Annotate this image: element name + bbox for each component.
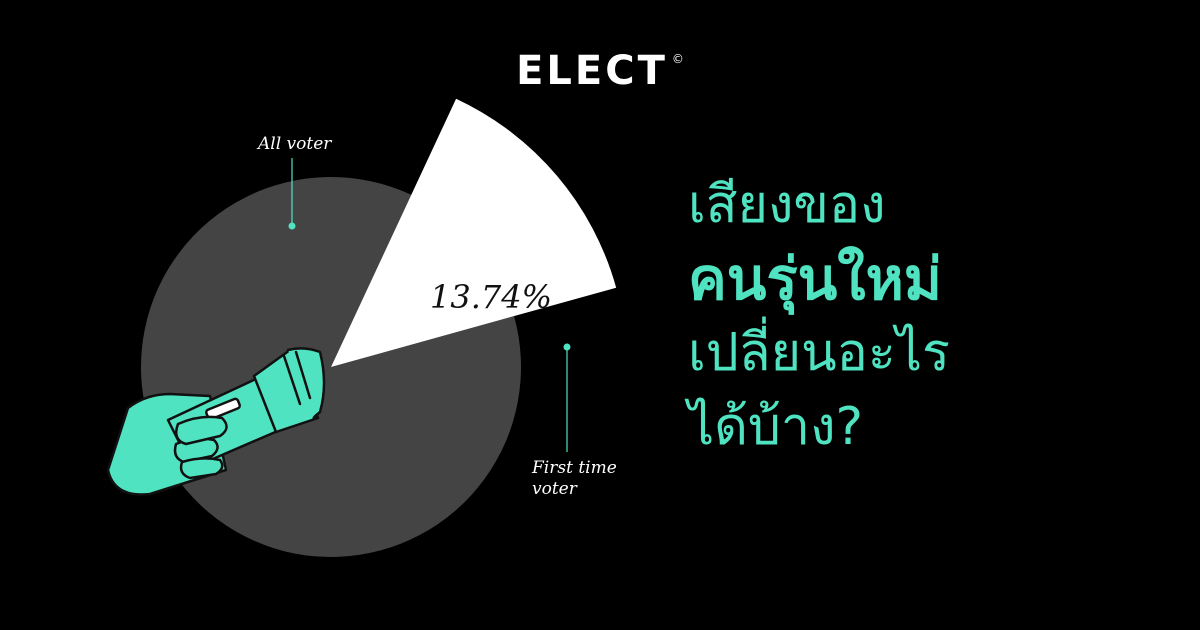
hand-holding-flashlight-icon bbox=[106, 347, 326, 496]
copyright-mark: © bbox=[671, 52, 684, 66]
headline-line-1: เสียงของ bbox=[688, 175, 886, 235]
headline: เสียงของ คนรุ่นใหม่ เปลี่ยนอะไร ได้บ้าง? bbox=[688, 168, 1188, 464]
data-label-first-time-voter: 13.74% bbox=[430, 278, 553, 316]
brand-logo: ELECT © bbox=[0, 48, 1200, 94]
headline-line-4: ได้บ้าง? bbox=[688, 397, 864, 457]
legend-label-all-voter: All voter bbox=[258, 134, 332, 154]
headline-line-3: เปลี่ยนอะไร bbox=[688, 323, 950, 383]
legend-label-first-time-voter: First time voter bbox=[532, 458, 617, 499]
leader-dot-first-time-voter bbox=[563, 343, 571, 351]
pie-slice-first-time-voter bbox=[331, 98, 617, 367]
leader-dot-all-voter bbox=[288, 222, 296, 230]
headline-line-2: คนรุ่นใหม่ bbox=[688, 245, 943, 313]
brand-name: ELECT bbox=[516, 48, 668, 94]
